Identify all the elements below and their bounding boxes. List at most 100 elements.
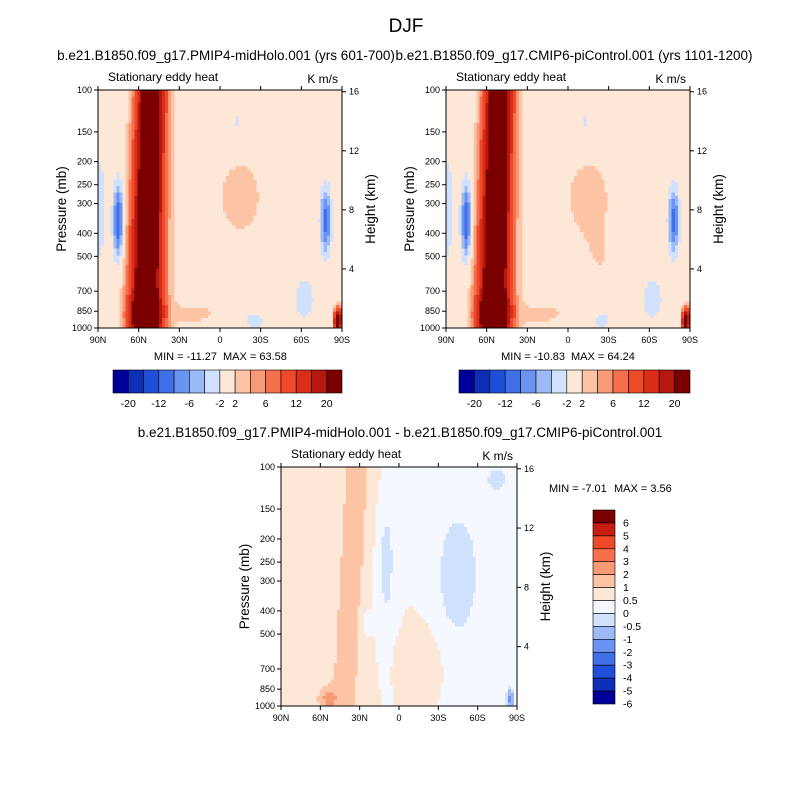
colorbar-swatch [628,370,643,393]
colorbar-swatch [593,549,615,562]
max-label: MAX = 64.24 [571,351,635,363]
colorbar-swatch [659,370,674,393]
colorbar-label: -4 [623,673,632,685]
colorbar-swatch [593,652,615,665]
colorbar: -20 -12 -6 -2 2 6 12 20 [113,370,342,410]
heatmap-field [98,90,343,329]
colorbar-swatch [593,536,615,549]
colorbar-swatch [613,370,628,393]
panel-units: K m/s [482,449,513,463]
y-tick-label: 300 [77,199,92,209]
y-axis-title: Pressure (mb) [237,544,252,630]
colorbar-swatch [593,523,615,536]
height-tick-label: 8 [349,205,354,215]
x-tick-label: 60S [470,713,486,723]
colorbar-swatch [266,370,281,393]
colorbar-label: 12 [290,398,302,410]
colorbar-swatch [159,370,174,393]
colorbar-label: -6 [531,398,540,410]
min-label: MIN = -7.01 [549,483,607,495]
x-tick-label: 30S [601,335,617,345]
colorbar-label: -1 [623,634,632,646]
colorbar-swatch [189,370,204,393]
colorbar-label: 3 [623,556,629,568]
height-tick-label: 8 [524,582,529,592]
panel-units: K m/s [655,72,686,86]
x-tick-label: 30N [171,335,188,345]
y-tick-label: 700 [425,286,440,296]
colorbar-label: -20 [121,398,136,410]
x-tick-label: 0 [217,335,222,345]
y-tick-label: 100 [77,85,92,95]
right-axis-title: Height (km) [538,552,553,622]
colorbar-swatch [113,370,128,393]
right-axis-title: Height (km) [711,174,726,244]
colorbar: -20 -12 -6 -2 2 6 12 20 [459,370,690,410]
colorbar-swatch [644,370,659,393]
height-tick-label: 12 [524,523,534,533]
height-tick-label: 16 [349,87,359,97]
panel-title: b.e21.B1850.f09_g17.CMIP6-piControl.001 … [396,48,753,63]
min-label: MIN = -11.27 [154,351,217,363]
colorbar-swatch [311,370,326,393]
x-tick-label: 60S [641,335,657,345]
height-tick-label: 8 [697,205,702,215]
panel-1: b.e21.B1850.f09_g17.PMIP4-midHolo.001 (y… [54,48,395,410]
colorbar-swatch [505,370,520,393]
colorbar-swatch [459,370,474,393]
y-tick-label: 500 [260,629,275,639]
y-tick-label: 1000 [255,701,275,711]
height-tick-label: 16 [697,87,707,97]
colorbar-swatch [593,575,615,588]
x-tick-label: 30N [519,335,536,345]
colorbar-swatch [675,370,690,393]
x-tick-label: 90N [438,335,455,345]
x-tick-label: 60N [478,335,495,345]
colorbar-label: 20 [321,398,333,410]
colorbar-label: 2 [579,398,585,410]
x-tick-label: 30N [351,713,368,723]
y-tick-label: 700 [77,286,92,296]
colorbar-label: -6 [185,398,194,410]
colorbar-swatch [593,588,615,601]
colorbar-label: -2 [623,647,632,659]
y-tick-label: 850 [77,306,92,316]
y-tick-label: 1000 [72,323,92,333]
colorbar-label: 1 [623,582,629,594]
heatmap-field [446,90,691,329]
y-tick-label: 100 [260,462,275,472]
panel-subtitle-left: Stationary eddy heat [291,447,402,461]
colorbar-label: 0 [623,608,629,620]
x-tick-label: 90S [682,335,698,345]
y-tick-label: 200 [425,157,440,167]
x-tick-label: 30S [430,713,446,723]
colorbar-label: -6 [623,699,632,711]
colorbar-label: 2 [232,398,238,410]
colorbar-swatch [593,639,615,652]
y-tick-label: 250 [260,557,275,567]
colorbar-swatch [128,370,143,393]
colorbar-swatch [582,370,597,393]
colorbar-label: -12 [498,398,513,410]
x-tick-label: 90S [509,713,525,723]
y-tick-label: 400 [77,228,92,238]
y-tick-label: 1000 [420,323,440,333]
y-tick-label: 500 [77,251,92,261]
colorbar-swatch [281,370,296,393]
y-tick-label: 400 [260,606,275,616]
y-tick-label: 300 [260,576,275,586]
max-label: MAX = 3.56 [614,483,672,495]
y-tick-label: 200 [260,534,275,544]
y-tick-label: 150 [77,127,92,137]
colorbar-label: 5 [623,530,629,542]
colorbar-label: 12 [638,398,650,410]
height-tick-label: 12 [349,146,359,156]
y-tick-label: 300 [425,199,440,209]
colorbar-label: -0.5 [623,621,641,633]
colorbar-swatch [598,370,613,393]
panel-3: b.e21.B1850.f09_g17.PMIP4-midHolo.001 - … [138,425,672,723]
x-tick-label: 90S [334,335,350,345]
colorbar-swatch [174,370,189,393]
colorbar-label: 4 [623,543,629,555]
